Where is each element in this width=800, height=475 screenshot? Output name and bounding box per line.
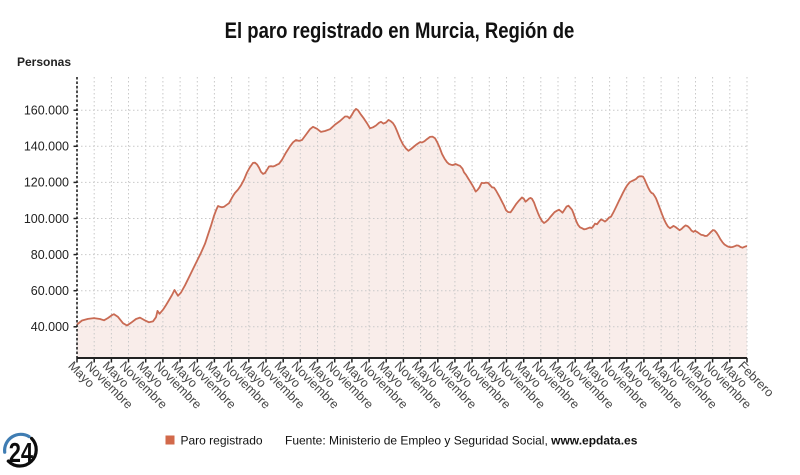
svg-text:120.000: 120.000 (24, 176, 69, 190)
svg-text:Paro registrado: Paro registrado (181, 434, 263, 448)
svg-text:60.000: 60.000 (31, 284, 69, 298)
svg-text:Personas: Personas (17, 55, 71, 69)
svg-text:80.000: 80.000 (31, 248, 69, 262)
svg-text:160.000: 160.000 (24, 104, 69, 118)
svg-text:140.000: 140.000 (24, 140, 69, 154)
svg-text:Fuente: Ministerio de Empleo y: Fuente: Ministerio de Empleo y Seguridad… (285, 434, 638, 448)
svg-text:40.000: 40.000 (31, 320, 69, 334)
svg-text:El paro registrado en Murcia,: El paro registrado en Murcia, Región de (225, 18, 575, 43)
svg-text:100.000: 100.000 (24, 212, 69, 226)
